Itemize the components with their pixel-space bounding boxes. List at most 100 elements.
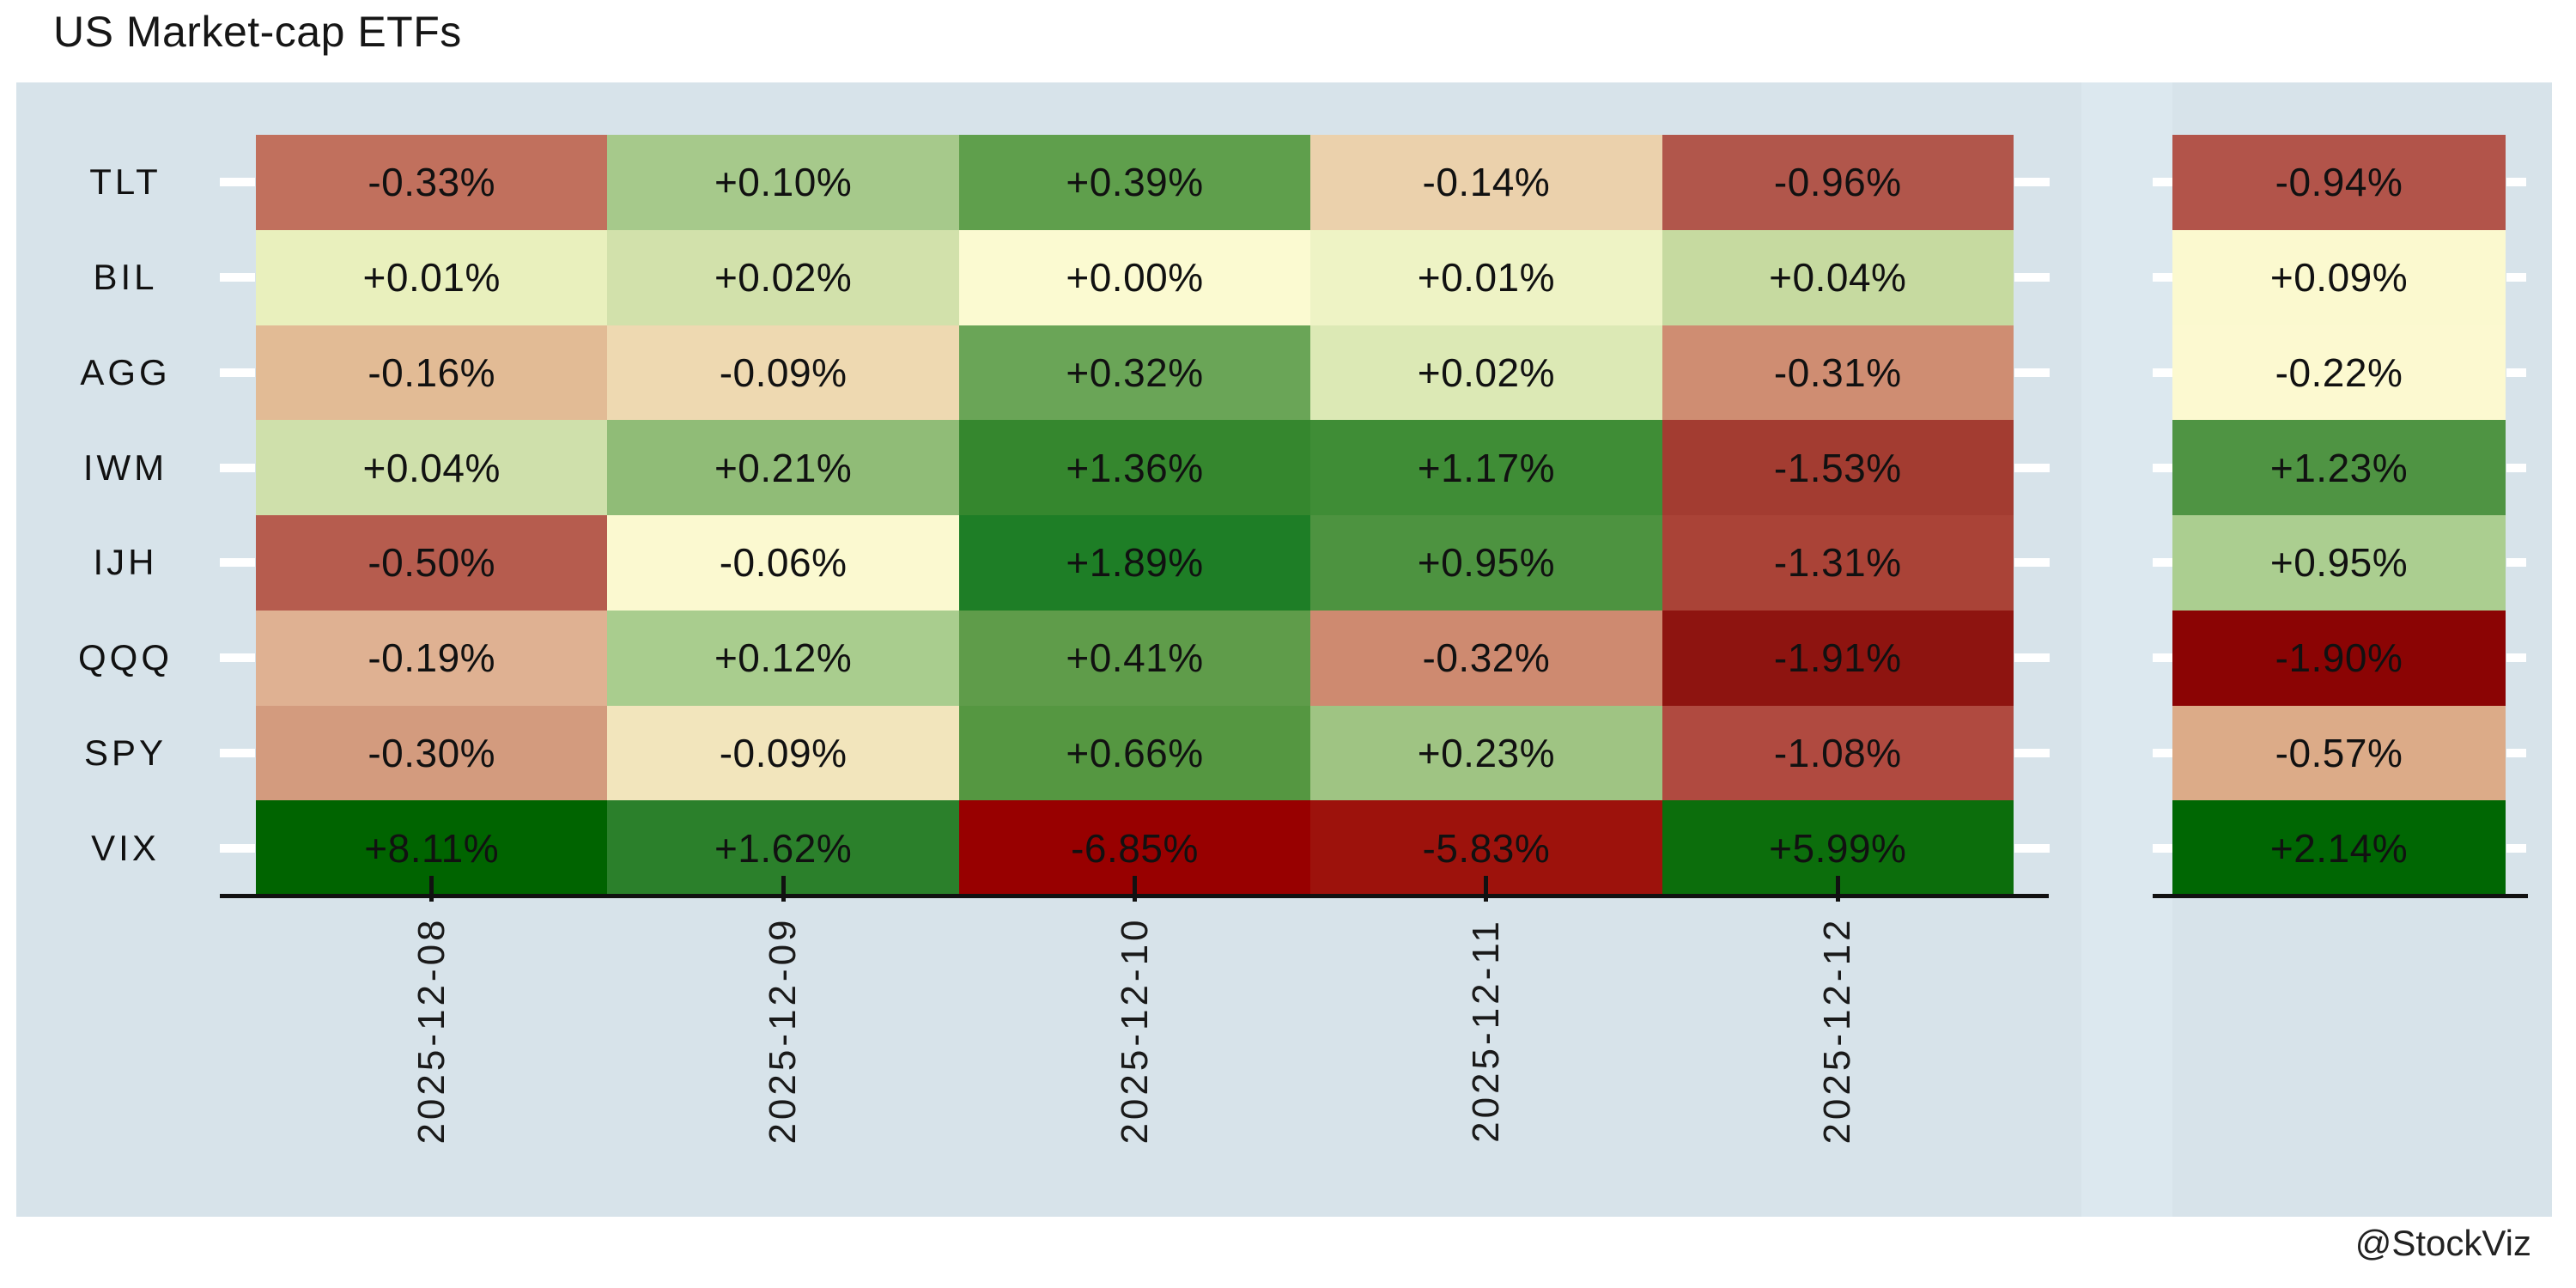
cell-value-label: -6.85% bbox=[1071, 825, 1199, 871]
heatmap-cell-IJH-2025-12-12: -1.31% bbox=[1662, 515, 2014, 611]
summary-cell-VIX: +2.14% bbox=[2172, 800, 2506, 896]
heatmap-cell-TLT-2025-12-08: -0.33% bbox=[256, 135, 608, 230]
heatmap-cell-IWM-2025-12-11: +1.17% bbox=[1310, 420, 1662, 515]
y-tick-white-AGG-1 bbox=[2014, 368, 2050, 377]
y-tick-white-IJH-1 bbox=[2014, 558, 2050, 568]
cell-value-label: -1.53% bbox=[1773, 445, 1902, 490]
stockviz-watermark: @StockViz bbox=[2354, 1223, 2531, 1263]
heatmap-cell-SPY-2025-12-08: -0.30% bbox=[256, 705, 608, 801]
cell-value-label: +0.04% bbox=[1769, 255, 1907, 301]
y-tick-white-TLT-0 bbox=[220, 178, 255, 187]
y-tick-white-TLT-1 bbox=[2014, 178, 2050, 187]
cell-value-label: -1.91% bbox=[1773, 635, 1902, 681]
heatmap-cell-TLT-2025-12-11: -0.14% bbox=[1310, 135, 1662, 230]
heatmap-cell-SPY-2025-12-11: +0.23% bbox=[1310, 705, 1662, 801]
cell-value-label: -0.09% bbox=[719, 730, 848, 775]
heatmap-cell-BIL-2025-12-12: +0.04% bbox=[1662, 229, 2014, 325]
x-axis-date-label: 2025-12-09 bbox=[762, 916, 805, 1145]
cell-value-label: +0.21% bbox=[714, 445, 853, 490]
heatmap-cell-BIL-2025-12-09: +0.02% bbox=[607, 229, 959, 325]
daily-returns-heatmap: -0.33% +0.10% +0.39% -0.14% -0.96% +0.01% +0.0… bbox=[256, 135, 2014, 896]
y-tick-white-IJH-2 bbox=[2153, 558, 2172, 568]
chart-title: US Market-cap ETFs bbox=[53, 8, 462, 56]
cell-value-label: +0.04% bbox=[362, 445, 501, 490]
y-tick-white-VIX-0 bbox=[220, 843, 255, 853]
y-tick-white-BIL-0 bbox=[220, 273, 255, 283]
y-tick-white-AGG-2 bbox=[2153, 368, 2172, 377]
heatmap-cell-IWM-2025-12-12: -1.53% bbox=[1662, 420, 2014, 515]
y-axis-label-TLT: TLT bbox=[89, 161, 161, 203]
y-tick-white-QQQ-0 bbox=[220, 653, 255, 663]
heatmap-cell-IWM-2025-12-09: +0.21% bbox=[607, 420, 959, 515]
y-tick-white-QQQ-1 bbox=[2014, 653, 2050, 663]
x-axis-date-label: 2025-12-11 bbox=[1464, 918, 1507, 1143]
cell-value-label: -0.94% bbox=[2275, 160, 2403, 205]
cell-value-label: +1.62% bbox=[714, 825, 853, 871]
y-tick-white-BIL-3 bbox=[2506, 273, 2526, 283]
x-axis-date-label: 2025-12-08 bbox=[410, 916, 453, 1145]
cell-value-label: +0.39% bbox=[1066, 160, 1204, 205]
heatmap-cell-QQQ-2025-12-11: -0.32% bbox=[1310, 610, 1662, 706]
x-tick-2025-12-09 bbox=[781, 876, 786, 902]
x-axis-date-label: 2025-12-10 bbox=[1113, 916, 1156, 1145]
cell-value-label: +8.11% bbox=[364, 825, 500, 871]
heatmap-cell-VIX-2025-12-09: +1.62% bbox=[607, 800, 959, 896]
heatmap-cell-IJH-2025-12-09: -0.06% bbox=[607, 515, 959, 611]
y-tick-white-SPY-2 bbox=[2153, 748, 2172, 757]
x-tick-2025-12-11 bbox=[1484, 876, 1489, 902]
cell-value-label: +0.12% bbox=[714, 635, 853, 681]
heatmap-cell-QQQ-2025-12-09: +0.12% bbox=[607, 610, 959, 706]
cell-value-label: +0.01% bbox=[362, 255, 501, 301]
y-tick-white-TLT-3 bbox=[2506, 178, 2526, 187]
heatmap-cell-IJH-2025-12-11: +0.95% bbox=[1310, 515, 1662, 611]
cell-value-label: -0.22% bbox=[2275, 349, 2403, 395]
y-tick-white-IWM-0 bbox=[220, 463, 255, 472]
cell-value-label: +2.14% bbox=[2269, 825, 2409, 871]
cell-value-label: +0.09% bbox=[2269, 255, 2409, 301]
summary-cell-IJH: +0.95% bbox=[2172, 515, 2506, 611]
cell-value-label: -0.57% bbox=[2275, 730, 2403, 775]
heatmap-cell-BIL-2025-12-11: +0.01% bbox=[1310, 229, 1662, 325]
cell-value-label: +0.32% bbox=[1066, 349, 1204, 395]
cell-value-label: +0.23% bbox=[1417, 730, 1556, 775]
y-axis-label-IWM: IWM bbox=[82, 447, 168, 488]
x-axis-line-summary bbox=[2153, 894, 2528, 898]
cell-value-label: +1.23% bbox=[2269, 445, 2409, 490]
y-tick-white-BIL-1 bbox=[2014, 273, 2050, 283]
y-tick-white-TLT-2 bbox=[2153, 178, 2172, 187]
cell-value-label: +0.02% bbox=[1417, 349, 1556, 395]
y-tick-white-SPY-3 bbox=[2506, 748, 2526, 757]
y-tick-white-IJH-3 bbox=[2506, 558, 2526, 568]
cell-value-label: +0.41% bbox=[1066, 635, 1204, 681]
summary-cell-QQQ: -1.90% bbox=[2172, 610, 2506, 706]
cell-value-label: +0.01% bbox=[1417, 255, 1556, 301]
cell-value-label: -0.19% bbox=[368, 635, 496, 681]
heatmap-cell-IJH-2025-12-08: -0.50% bbox=[256, 515, 608, 611]
cell-value-label: -0.06% bbox=[719, 540, 848, 586]
x-tick-2025-12-08 bbox=[429, 876, 434, 902]
y-tick-white-IWM-1 bbox=[2014, 463, 2050, 472]
cell-value-label: -0.32% bbox=[1422, 635, 1551, 681]
x-tick-2025-12-12 bbox=[1835, 876, 1840, 902]
cell-value-label: +1.17% bbox=[1417, 445, 1556, 490]
heatmap-cell-AGG-2025-12-09: -0.09% bbox=[607, 325, 959, 421]
summary-cell-SPY: -0.57% bbox=[2172, 705, 2506, 801]
cell-value-label: -0.33% bbox=[368, 160, 496, 205]
y-tick-white-VIX-1 bbox=[2014, 843, 2050, 853]
cell-value-label: -1.08% bbox=[1773, 730, 1902, 775]
heatmap-cell-IWM-2025-12-08: +0.04% bbox=[256, 420, 608, 515]
y-tick-white-IJH-0 bbox=[220, 558, 255, 568]
cell-value-label: -0.50% bbox=[368, 540, 496, 586]
cell-value-label: +5.99% bbox=[1769, 825, 1907, 871]
heatmap-cell-QQQ-2025-12-08: -0.19% bbox=[256, 610, 608, 706]
y-tick-white-IWM-3 bbox=[2506, 463, 2526, 472]
heatmap-cell-AGG-2025-12-08: -0.16% bbox=[256, 325, 608, 421]
heatmap-cell-QQQ-2025-12-12: -1.91% bbox=[1662, 610, 2014, 706]
heatmap-cell-BIL-2025-12-10: +0.00% bbox=[958, 229, 1311, 325]
cell-value-label: +0.66% bbox=[1066, 730, 1204, 775]
heatmap-cell-IWM-2025-12-10: +1.36% bbox=[958, 420, 1311, 515]
y-tick-white-AGG-0 bbox=[220, 368, 255, 377]
y-tick-white-IWM-2 bbox=[2153, 463, 2172, 472]
y-tick-white-QQQ-3 bbox=[2506, 653, 2526, 663]
cell-value-label: -0.96% bbox=[1773, 160, 1902, 205]
